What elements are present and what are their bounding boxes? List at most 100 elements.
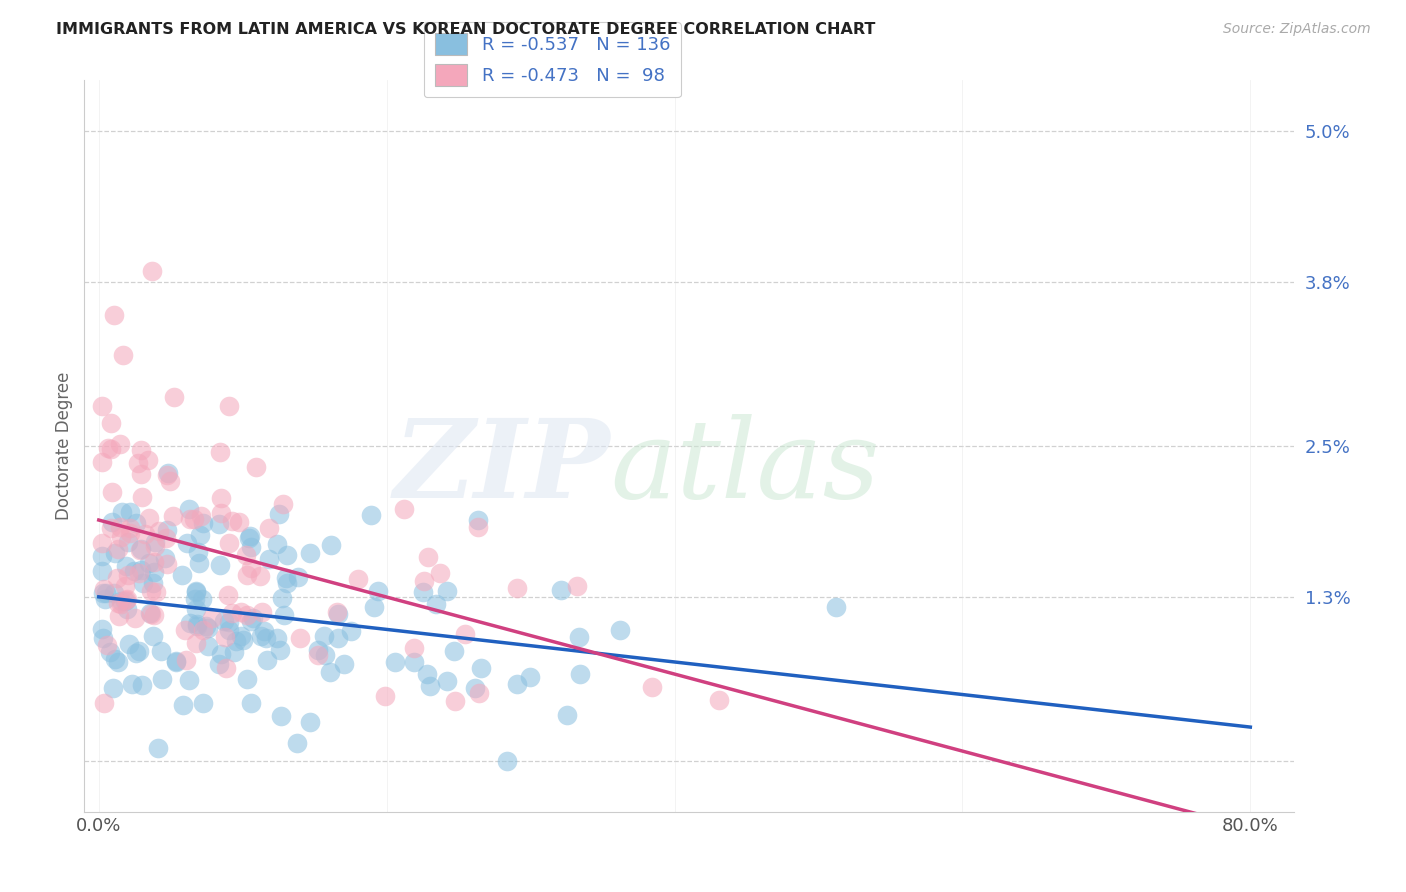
Point <box>124 516 146 531</box>
Point <box>156 468 179 483</box>
Point <box>271 497 294 511</box>
Point <box>250 629 273 643</box>
Point <box>127 456 149 470</box>
Point <box>104 652 127 666</box>
Point <box>609 624 631 638</box>
Point <box>129 442 152 457</box>
Point <box>93 582 115 596</box>
Point <box>124 611 146 625</box>
Point <box>114 593 136 607</box>
Point <box>100 442 122 456</box>
Point <box>184 636 207 650</box>
Point <box>108 609 131 624</box>
Point <box>131 490 153 504</box>
Point <box>269 642 291 657</box>
Point <box>143 608 166 623</box>
Point <box>419 679 441 693</box>
Point <box>326 631 349 645</box>
Point <box>176 535 198 549</box>
Point <box>221 515 243 529</box>
Point <box>240 696 263 710</box>
Text: Source: ZipAtlas.com: Source: ZipAtlas.com <box>1223 22 1371 37</box>
Point <box>131 678 153 692</box>
Point <box>367 584 389 599</box>
Point <box>129 563 152 577</box>
Point <box>454 627 477 641</box>
Point <box>124 564 146 578</box>
Point <box>235 567 257 582</box>
Point <box>91 455 114 469</box>
Point <box>129 543 152 558</box>
Point <box>179 512 201 526</box>
Point <box>118 637 141 651</box>
Point <box>273 607 295 622</box>
Point <box>110 594 132 608</box>
Point <box>218 615 240 630</box>
Point <box>214 630 236 644</box>
Point <box>218 623 240 637</box>
Point <box>191 516 214 530</box>
Point <box>186 585 208 599</box>
Text: atlas: atlas <box>610 414 880 522</box>
Point <box>104 546 127 560</box>
Point <box>153 551 176 566</box>
Point <box>98 645 121 659</box>
Point <box>319 665 342 679</box>
Point <box>120 521 142 535</box>
Point <box>287 570 309 584</box>
Point <box>120 505 142 519</box>
Point <box>94 592 117 607</box>
Point <box>218 536 240 550</box>
Point <box>191 591 214 606</box>
Point <box>209 445 232 459</box>
Point <box>221 607 243 621</box>
Point <box>506 677 529 691</box>
Point <box>150 672 173 686</box>
Point <box>90 549 112 563</box>
Point <box>146 741 169 756</box>
Point <box>183 592 205 607</box>
Point <box>91 632 114 646</box>
Point <box>314 648 336 662</box>
Point <box>346 572 368 586</box>
Point <box>115 591 138 606</box>
Point <box>224 645 246 659</box>
Point <box>339 624 361 638</box>
Point <box>384 655 406 669</box>
Point <box>163 390 186 404</box>
Point <box>218 399 240 413</box>
Point <box>238 531 260 545</box>
Point <box>298 714 321 729</box>
Point <box>115 601 138 615</box>
Point <box>444 694 467 708</box>
Point <box>172 698 194 712</box>
Point <box>172 568 194 582</box>
Point <box>143 555 166 569</box>
Point <box>240 614 263 628</box>
Point <box>100 417 122 431</box>
Point <box>141 263 163 277</box>
Point <box>165 654 187 668</box>
Point <box>256 653 278 667</box>
Point <box>307 643 329 657</box>
Point <box>183 512 205 526</box>
Point <box>436 673 458 688</box>
Point <box>117 534 139 549</box>
Point <box>463 681 485 695</box>
Point <box>641 681 664 695</box>
Point <box>142 629 165 643</box>
Point <box>129 541 152 556</box>
Point <box>111 349 134 363</box>
Point <box>100 515 122 529</box>
Point <box>374 689 396 703</box>
Point <box>134 527 156 541</box>
Point <box>229 630 252 644</box>
Point <box>249 569 271 583</box>
Point <box>187 556 209 570</box>
Point <box>253 624 276 639</box>
Point <box>568 666 591 681</box>
Point <box>111 505 134 519</box>
Point <box>568 631 591 645</box>
Point <box>228 515 250 529</box>
Point <box>90 536 112 550</box>
